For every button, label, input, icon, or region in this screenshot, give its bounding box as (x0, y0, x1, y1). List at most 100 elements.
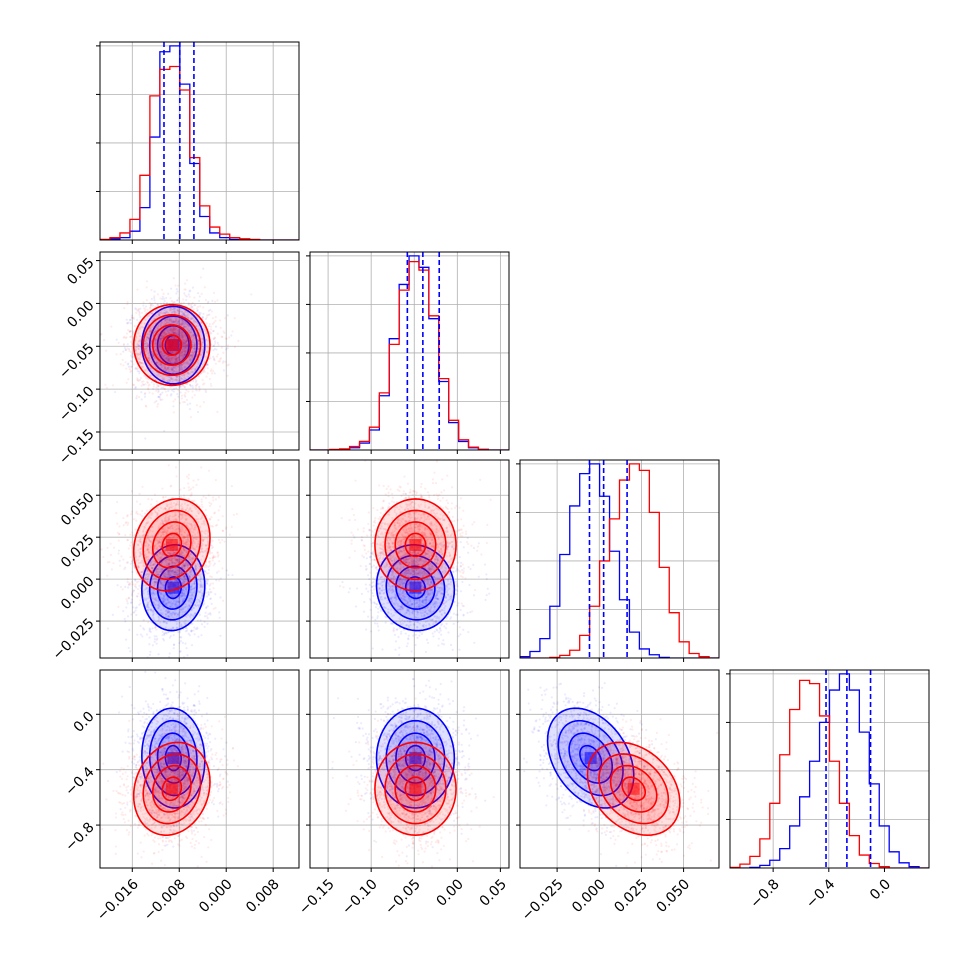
sample-point (190, 355, 194, 358)
sample-point (162, 306, 165, 310)
sample-point (211, 539, 214, 542)
sample-point (160, 357, 163, 360)
sample-point (178, 354, 182, 357)
sample-point (197, 348, 200, 351)
sample-point (168, 375, 171, 378)
sample-point (207, 469, 211, 472)
sample-point (185, 540, 188, 544)
sample-point (144, 369, 147, 372)
sample-point (179, 328, 182, 331)
sample-point (172, 370, 176, 373)
sample-point (198, 586, 202, 589)
sample-point (142, 383, 145, 387)
sample-point (177, 334, 180, 337)
sample-point (183, 385, 186, 388)
sample-point (212, 337, 215, 340)
sample-point (106, 627, 110, 630)
sample-point (201, 340, 204, 344)
sample-point (161, 330, 164, 333)
sample-point (132, 517, 136, 521)
sample-point (126, 347, 129, 350)
sample-point (203, 356, 206, 359)
sample-point (144, 404, 147, 407)
sample-point (165, 367, 168, 370)
sample-point (206, 605, 209, 608)
sample-point (172, 405, 175, 408)
sample-point (191, 396, 194, 399)
sample-point (142, 362, 145, 365)
sample-point (173, 327, 176, 330)
sample-point (171, 358, 174, 361)
sample-point (175, 326, 178, 329)
sample-point (202, 370, 205, 373)
sample-point (154, 342, 158, 345)
sample-point (168, 357, 171, 361)
sample-point (209, 325, 213, 328)
sample-point (169, 376, 173, 379)
sample-point (221, 361, 224, 364)
sample-point (178, 366, 182, 369)
sample-point (213, 336, 216, 339)
sample-point (173, 614, 177, 617)
sample-point (193, 349, 196, 353)
sample-point (186, 348, 189, 352)
sample-point (179, 368, 183, 371)
sample-point (172, 390, 175, 393)
sample-point (162, 354, 165, 357)
sample-point (174, 319, 177, 323)
sample-point (174, 358, 177, 361)
sample-point (150, 339, 153, 342)
sample-point (161, 398, 164, 401)
sample-point (164, 365, 167, 368)
sample-point (144, 342, 147, 345)
sample-point (124, 348, 128, 352)
sample-point (128, 349, 131, 352)
sample-point (197, 342, 200, 345)
sample-point (159, 342, 162, 345)
sample-point (167, 601, 170, 604)
sample-point (193, 344, 196, 347)
sample-point (183, 376, 186, 379)
sample-point (180, 363, 184, 366)
sample-point (224, 317, 227, 320)
sample-point (176, 321, 180, 324)
sample-point (178, 331, 181, 334)
sample-point (189, 357, 192, 360)
sample-point (187, 604, 191, 607)
sample-point (172, 634, 175, 637)
sample-point (162, 323, 165, 327)
sample-point (130, 335, 133, 338)
sample-point (172, 332, 175, 335)
sample-point (154, 348, 157, 351)
sample-point (147, 337, 151, 340)
sample-point (158, 604, 161, 608)
sample-point (176, 333, 179, 336)
sample-point (206, 362, 209, 366)
sample-point (158, 313, 161, 316)
sample-point (138, 358, 142, 361)
sample-point (143, 395, 147, 398)
sample-point (169, 361, 172, 364)
sample-point (131, 316, 134, 319)
sample-point (155, 383, 159, 386)
sample-point (125, 332, 129, 335)
sample-point (168, 361, 171, 364)
sample-point (191, 353, 195, 356)
sample-point (179, 319, 183, 322)
sample-point (148, 330, 151, 333)
sample-point (157, 333, 160, 336)
sample-point (172, 320, 176, 323)
sample-point (151, 304, 154, 307)
sample-point (112, 546, 116, 549)
sample-point (181, 333, 184, 336)
sample-point (130, 340, 133, 344)
sample-point (131, 531, 134, 534)
sample-point (191, 587, 194, 591)
sample-point (199, 619, 202, 622)
sample-point (165, 296, 168, 300)
sample-point (231, 573, 234, 577)
sample-point (178, 327, 182, 330)
sample-point (162, 358, 165, 361)
sample-point (186, 323, 189, 326)
sample-point (194, 357, 197, 360)
